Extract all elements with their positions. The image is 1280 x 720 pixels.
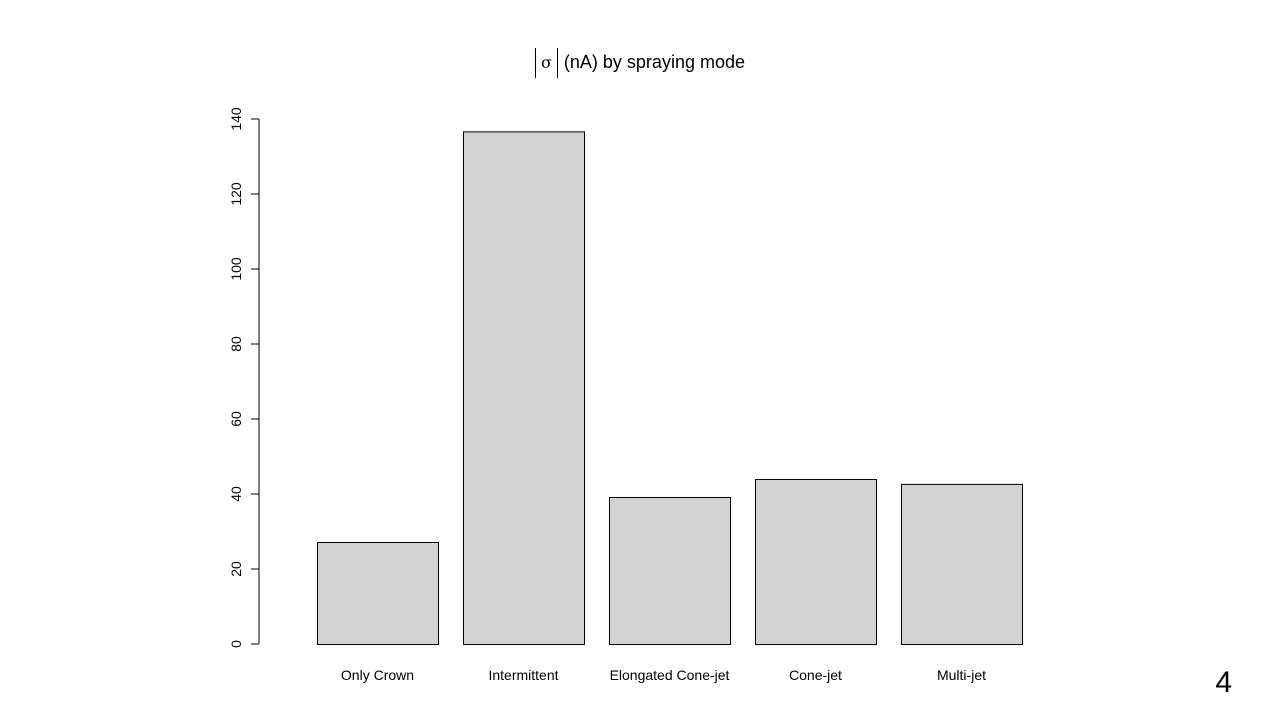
bars xyxy=(317,131,1023,645)
bar xyxy=(317,542,439,645)
bar xyxy=(463,131,585,645)
category-label: Elongated Cone-jet xyxy=(610,667,730,683)
category-label: Multi-jet xyxy=(937,667,986,683)
bar xyxy=(755,479,877,645)
chart-title: σ (nA) by spraying mode xyxy=(0,48,1280,78)
y-tick-label: 140 xyxy=(228,107,244,131)
title-text: (nA) by spraying mode xyxy=(563,52,745,72)
category-labels: Only Crown Intermittent Elongated Cone-jet… xyxy=(341,667,986,683)
y-tick-label: 100 xyxy=(228,257,244,281)
y-tick-label: 60 xyxy=(228,411,244,427)
y-tick-label: 0 xyxy=(228,640,244,648)
y-tick-label: 120 xyxy=(228,182,244,206)
category-label: Intermittent xyxy=(488,667,558,683)
page-number: 4 xyxy=(1215,666,1232,699)
y-tick-label: 40 xyxy=(228,486,244,502)
y-tick-label: 20 xyxy=(228,561,244,577)
category-label: Only Crown xyxy=(341,667,414,683)
bar xyxy=(609,497,731,645)
category-label: Cone-jet xyxy=(789,667,842,683)
y-tick-label: 80 xyxy=(228,336,244,352)
y-axis: 0 20 40 60 80 100 120 140 xyxy=(228,107,260,648)
bar xyxy=(901,483,1023,645)
title-abs-symbol: σ xyxy=(534,48,558,78)
